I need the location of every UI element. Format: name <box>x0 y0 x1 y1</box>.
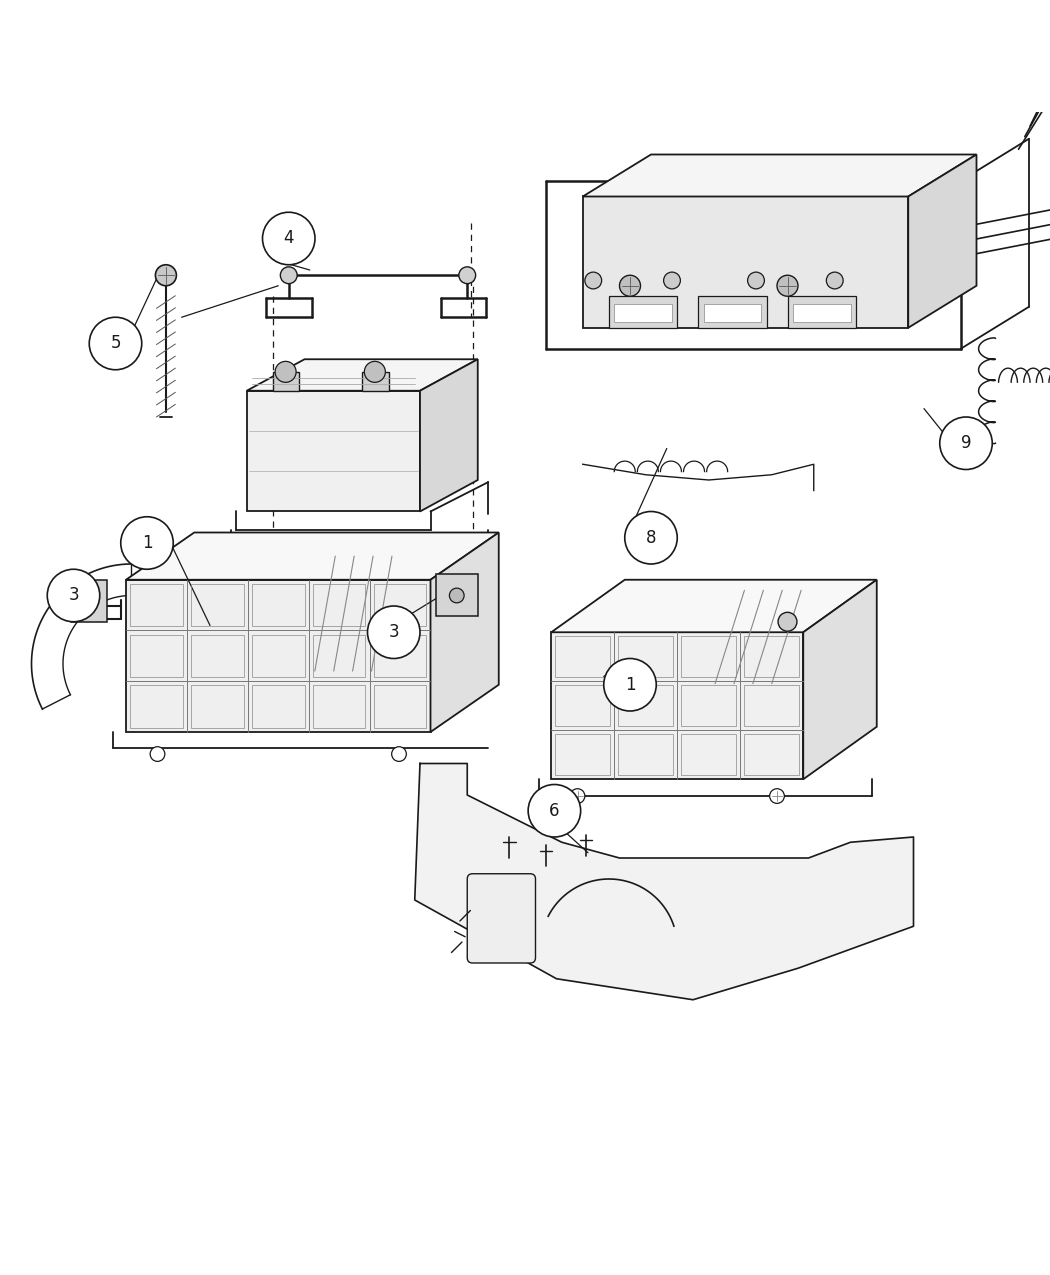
Bar <box>555 636 610 677</box>
Circle shape <box>826 272 843 289</box>
Text: 3: 3 <box>388 623 399 641</box>
Circle shape <box>82 593 97 608</box>
Bar <box>698 296 766 328</box>
Polygon shape <box>415 764 914 1000</box>
Bar <box>744 686 799 725</box>
Circle shape <box>47 569 100 622</box>
Bar <box>273 372 299 390</box>
Circle shape <box>121 516 173 569</box>
Bar <box>374 635 426 677</box>
Circle shape <box>364 361 385 382</box>
Polygon shape <box>551 632 803 779</box>
Bar <box>130 635 183 677</box>
Bar <box>252 635 304 677</box>
Circle shape <box>748 272 764 289</box>
Circle shape <box>89 317 142 370</box>
Polygon shape <box>247 360 478 390</box>
Circle shape <box>770 789 784 803</box>
Circle shape <box>664 272 680 289</box>
Circle shape <box>777 275 798 296</box>
Bar <box>618 734 673 775</box>
Bar <box>704 303 761 323</box>
Text: 6: 6 <box>549 802 560 820</box>
Bar <box>252 686 304 728</box>
Text: 1: 1 <box>142 534 152 552</box>
Circle shape <box>778 612 797 631</box>
Circle shape <box>528 784 581 836</box>
Circle shape <box>262 212 315 265</box>
Bar <box>618 636 673 677</box>
Circle shape <box>280 266 297 283</box>
Circle shape <box>570 789 585 803</box>
Polygon shape <box>583 154 976 196</box>
Bar <box>681 686 736 725</box>
Bar <box>130 686 183 728</box>
FancyBboxPatch shape <box>71 580 107 622</box>
Bar <box>191 584 244 626</box>
Bar <box>362 372 388 390</box>
Bar <box>374 584 426 626</box>
Text: 4: 4 <box>284 230 294 247</box>
Circle shape <box>625 511 677 564</box>
Bar <box>130 584 183 626</box>
Bar <box>313 584 365 626</box>
Circle shape <box>155 265 176 286</box>
Bar <box>744 636 799 677</box>
Bar <box>614 303 672 323</box>
Circle shape <box>368 606 420 658</box>
Text: 3: 3 <box>68 586 79 604</box>
Text: 1: 1 <box>625 676 635 694</box>
Text: 8: 8 <box>646 529 656 547</box>
Polygon shape <box>126 580 430 732</box>
Text: 9: 9 <box>961 435 971 453</box>
Circle shape <box>620 275 640 296</box>
Text: 5: 5 <box>110 334 121 352</box>
Polygon shape <box>803 580 877 779</box>
Polygon shape <box>583 196 908 328</box>
Bar <box>681 734 736 775</box>
Polygon shape <box>126 533 499 580</box>
Circle shape <box>459 266 476 283</box>
FancyBboxPatch shape <box>436 575 478 617</box>
Circle shape <box>585 272 602 289</box>
Bar <box>618 686 673 725</box>
Bar <box>313 635 365 677</box>
Bar <box>609 296 677 328</box>
Circle shape <box>604 658 656 711</box>
Circle shape <box>940 417 992 469</box>
Circle shape <box>392 747 406 761</box>
Polygon shape <box>908 154 976 328</box>
Circle shape <box>150 747 165 761</box>
Bar <box>374 686 426 728</box>
Bar <box>191 686 244 728</box>
Bar <box>191 635 244 677</box>
Polygon shape <box>551 580 877 632</box>
Bar <box>555 734 610 775</box>
Bar <box>555 686 610 725</box>
Bar <box>788 296 856 328</box>
Circle shape <box>449 588 464 603</box>
Bar <box>793 303 850 323</box>
Polygon shape <box>247 390 420 511</box>
Bar <box>252 584 304 626</box>
Polygon shape <box>420 360 478 511</box>
Polygon shape <box>430 533 499 732</box>
Bar <box>681 636 736 677</box>
Bar <box>313 686 365 728</box>
Bar <box>744 734 799 775</box>
Circle shape <box>275 361 296 382</box>
FancyBboxPatch shape <box>467 873 536 963</box>
